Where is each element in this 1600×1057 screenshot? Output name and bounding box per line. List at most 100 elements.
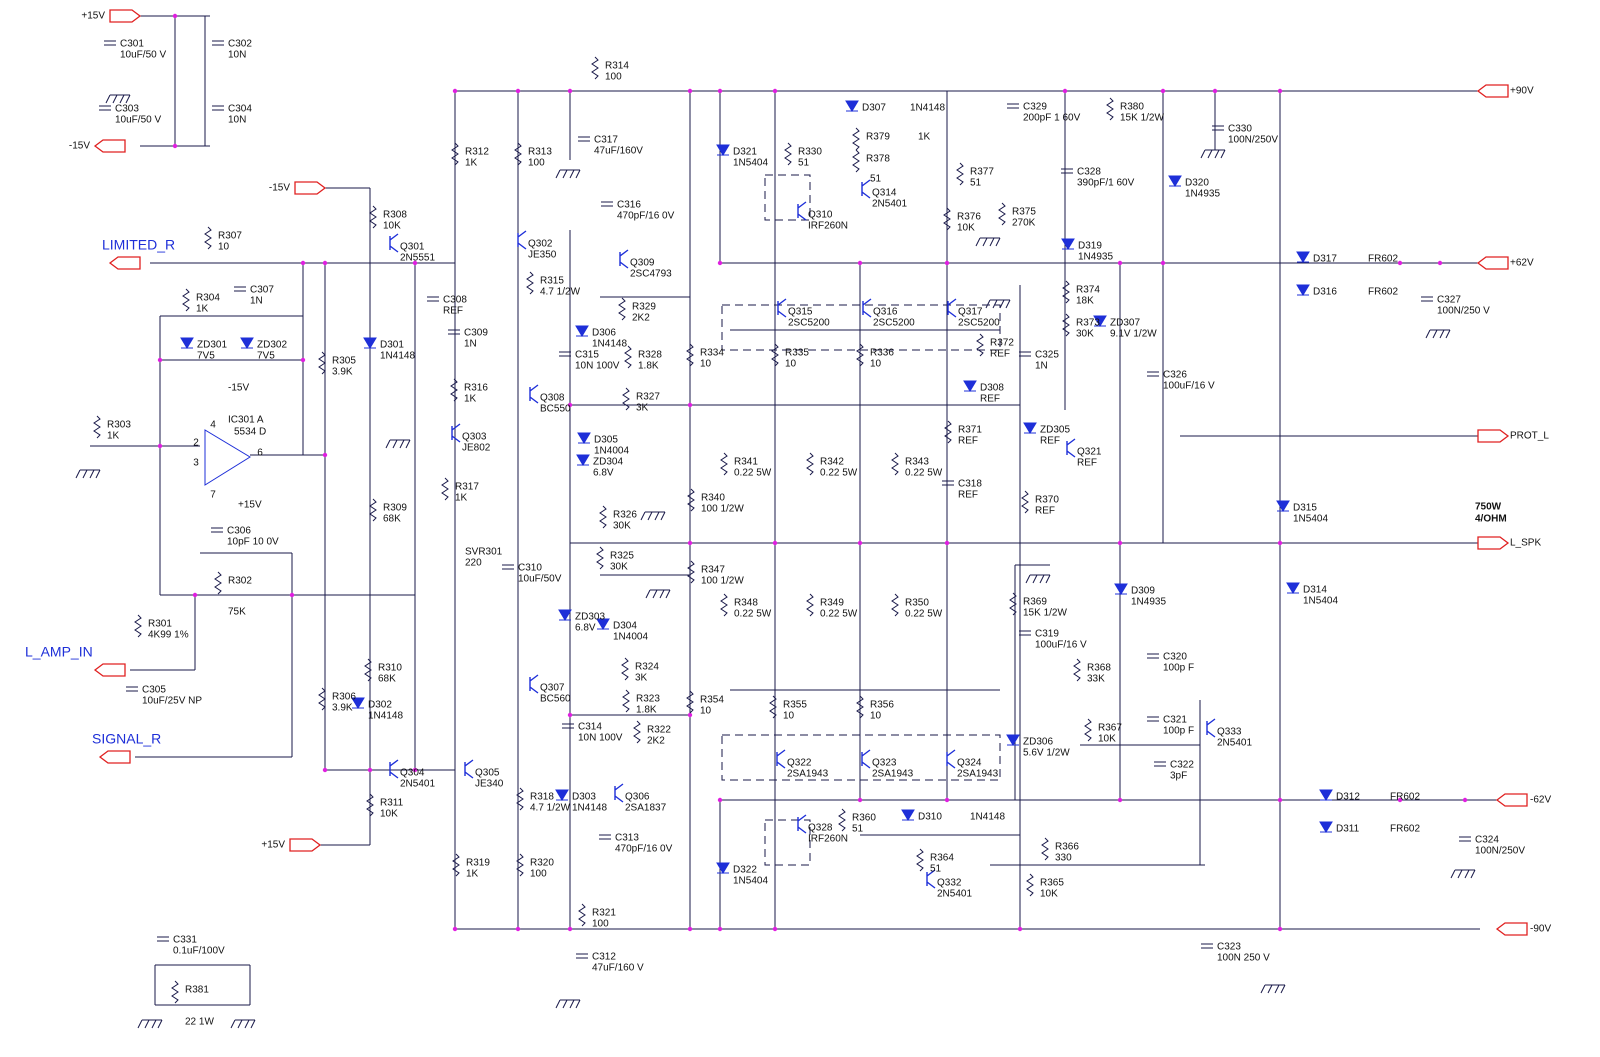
port-label: +62V bbox=[1510, 258, 1534, 269]
component-value: 100N 250 V bbox=[1217, 953, 1270, 964]
component-value: 1K bbox=[107, 431, 120, 442]
capacitor-symbol bbox=[1212, 125, 1224, 131]
component-ref: C317 bbox=[594, 135, 618, 146]
ground-symbol bbox=[640, 511, 666, 521]
component-value: 330 bbox=[1055, 853, 1072, 864]
component-value: 1N4148 bbox=[572, 803, 607, 814]
note: 750W bbox=[1475, 502, 1502, 513]
junction bbox=[289, 592, 295, 598]
resistor-symbol bbox=[171, 980, 179, 1004]
component-ref: R350 bbox=[905, 598, 929, 609]
component-ref: C310 bbox=[518, 563, 542, 574]
component-value: 100 1/2W bbox=[701, 576, 744, 587]
component-ref: Q303 bbox=[462, 432, 487, 443]
capacitor-symbol bbox=[502, 564, 514, 570]
junction bbox=[717, 260, 723, 266]
resistor-symbol bbox=[318, 351, 326, 375]
junction bbox=[1397, 260, 1403, 266]
component-value: 10 bbox=[870, 359, 882, 370]
resistor-symbol bbox=[591, 56, 599, 80]
junction bbox=[567, 402, 573, 408]
junction bbox=[412, 767, 418, 773]
resistor-symbol bbox=[599, 505, 607, 529]
component-ref: R369 bbox=[1023, 597, 1047, 608]
component-ref: C322 bbox=[1170, 760, 1194, 771]
resistor-symbol bbox=[318, 687, 326, 711]
ground-symbol bbox=[1450, 869, 1476, 879]
component-value: 10 bbox=[218, 242, 230, 253]
resistor-symbol bbox=[1106, 97, 1114, 121]
component-value: 2SA1943 bbox=[957, 769, 999, 780]
component-value: 100 bbox=[530, 869, 547, 880]
diode-symbol bbox=[577, 432, 591, 444]
junction bbox=[857, 797, 863, 803]
capacitor-symbol bbox=[448, 329, 460, 335]
resistor-symbol bbox=[204, 226, 212, 250]
component-value: 2SA1943 bbox=[787, 769, 829, 780]
component-ref: R347 bbox=[701, 565, 725, 576]
port-label: L_AMP_IN bbox=[25, 644, 93, 660]
component-value: 1K bbox=[196, 304, 209, 315]
component-value: 100 1/2W bbox=[701, 504, 744, 515]
resistor-symbol bbox=[720, 593, 728, 617]
junction bbox=[300, 357, 306, 363]
resistor-symbol bbox=[771, 343, 779, 367]
component-value: 18K bbox=[1076, 296, 1094, 307]
diode-symbol bbox=[963, 380, 977, 392]
component-ref: D302 bbox=[368, 700, 392, 711]
component-value: 100p F bbox=[1163, 663, 1194, 674]
component-value: BC550 bbox=[540, 404, 571, 415]
resistor-symbol bbox=[369, 498, 377, 522]
junction bbox=[1017, 926, 1023, 932]
component-ref: C314 bbox=[578, 722, 602, 733]
port-label: -15V bbox=[269, 183, 290, 194]
opamp-label: +15V bbox=[238, 500, 262, 511]
ground-symbol bbox=[985, 299, 1011, 309]
component-ref: C326 bbox=[1163, 370, 1187, 381]
diode-symbol bbox=[1286, 582, 1300, 594]
junction bbox=[515, 926, 521, 932]
component-value: 4K99 1% bbox=[148, 630, 189, 641]
component-ref: R301 bbox=[148, 619, 172, 630]
component-value: 9.1V 1/2W bbox=[1110, 329, 1157, 340]
component-ref: D321 bbox=[733, 147, 757, 158]
component-ref: D319 bbox=[1078, 241, 1102, 252]
component-value: 1N bbox=[464, 339, 477, 350]
component-value: 0.22 5W bbox=[820, 609, 858, 620]
ground-symbol bbox=[105, 94, 131, 104]
resistor-symbol bbox=[944, 420, 952, 444]
component-ref: Q308 bbox=[540, 393, 565, 404]
junction bbox=[772, 540, 778, 546]
resistor-symbol bbox=[806, 452, 814, 476]
opamp-label: 4 bbox=[210, 420, 216, 431]
component-ref: R356 bbox=[870, 700, 894, 711]
component-ref: C325 bbox=[1035, 350, 1059, 361]
component-value: 51 bbox=[798, 158, 810, 169]
component-value: 0.22 5W bbox=[734, 609, 772, 620]
component-ref: R334 bbox=[700, 348, 724, 359]
resistor-symbol bbox=[976, 333, 984, 357]
capacitor-symbol bbox=[1061, 168, 1073, 174]
diode-symbol bbox=[845, 100, 859, 112]
component-ref: R316 bbox=[464, 383, 488, 394]
capacitor-symbol bbox=[1019, 351, 1031, 357]
resistor-symbol bbox=[451, 142, 459, 166]
transistor-symbol bbox=[946, 749, 956, 769]
capacitor-symbol bbox=[234, 286, 246, 292]
component-ref: R341 bbox=[734, 457, 758, 468]
component-ref: R360 bbox=[852, 813, 876, 824]
component-value: FR602 bbox=[1390, 792, 1420, 803]
junction bbox=[1462, 797, 1468, 803]
transistor-symbol bbox=[389, 759, 399, 779]
junction bbox=[717, 88, 723, 94]
component-value: 30K bbox=[613, 521, 631, 532]
diode-symbol bbox=[240, 337, 254, 349]
component-value: 51 bbox=[930, 864, 942, 875]
junction bbox=[157, 443, 163, 449]
transistor-symbol bbox=[797, 201, 807, 221]
component-ref: R366 bbox=[1055, 842, 1079, 853]
opamp-label: IC301 A bbox=[228, 415, 264, 426]
component-ref: R327 bbox=[636, 392, 660, 403]
transistor-symbol bbox=[861, 749, 871, 769]
